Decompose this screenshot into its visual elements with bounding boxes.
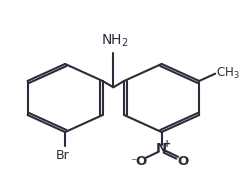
Text: O: O	[135, 155, 146, 168]
Text: Br: Br	[56, 149, 69, 162]
Text: CH$_3$: CH$_3$	[216, 66, 240, 81]
Text: NH$_2$: NH$_2$	[101, 33, 128, 49]
Text: ⁻: ⁻	[130, 156, 136, 169]
Text: O: O	[177, 155, 188, 168]
Text: N: N	[156, 142, 167, 155]
Text: +: +	[163, 139, 171, 149]
